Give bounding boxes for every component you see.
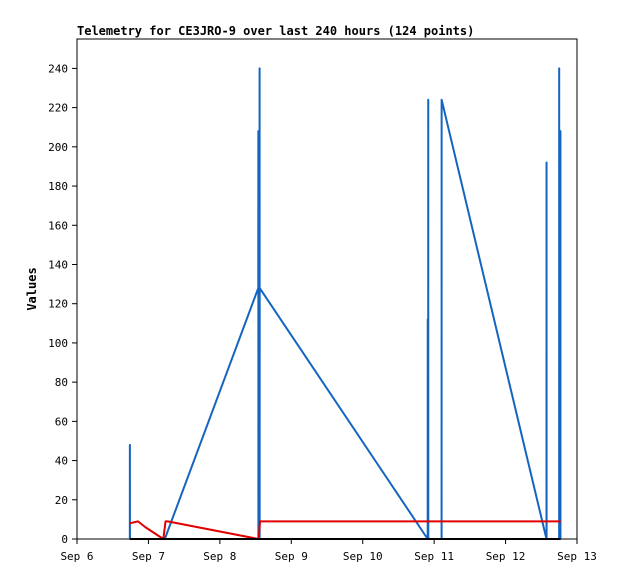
x-tick-label: Sep 13 bbox=[557, 550, 597, 563]
x-tick-label: Sep 12 bbox=[486, 550, 526, 563]
chart-title: Telemetry for CE3JRO-9 over last 240 hou… bbox=[77, 24, 474, 38]
y-tick-label: 240 bbox=[48, 62, 68, 75]
y-tick-label: 160 bbox=[48, 219, 68, 232]
series-line-2 bbox=[129, 520, 561, 540]
y-axis: 0 20 40 60 80 100 120 140 160 180 200 220 240 bbox=[48, 62, 77, 546]
y-tick-label: 180 bbox=[48, 180, 68, 193]
x-tick-label: Sep 7 bbox=[132, 550, 165, 563]
x-tick-label: Sep 11 bbox=[414, 550, 454, 563]
y-tick-label: 60 bbox=[55, 415, 68, 428]
x-tick-label: Sep 10 bbox=[343, 550, 383, 563]
y-tick-label: 0 bbox=[61, 533, 68, 546]
y-tick-label: 140 bbox=[48, 258, 68, 271]
y-tick-label: 20 bbox=[55, 494, 68, 507]
y-tick-label: 200 bbox=[48, 141, 68, 154]
y-tick-label: 80 bbox=[55, 376, 68, 389]
y-tick-label: 40 bbox=[55, 455, 68, 468]
plot-area bbox=[76, 38, 578, 540]
y-tick-label: 100 bbox=[48, 337, 68, 350]
x-axis: Sep 6 Sep 7 Sep 8 Sep 9 Sep 10 Sep 11 Sep 12 Se… bbox=[60, 539, 597, 563]
y-axis-label: Values bbox=[25, 267, 39, 310]
x-tick-label: Sep 9 bbox=[275, 550, 308, 563]
y-tick-label: 120 bbox=[48, 298, 68, 311]
series-layer bbox=[128, 67, 562, 540]
x-tick-label: Sep 6 bbox=[60, 550, 93, 563]
y-tick-label: 220 bbox=[48, 102, 68, 115]
x-tick-label: Sep 8 bbox=[203, 550, 236, 563]
